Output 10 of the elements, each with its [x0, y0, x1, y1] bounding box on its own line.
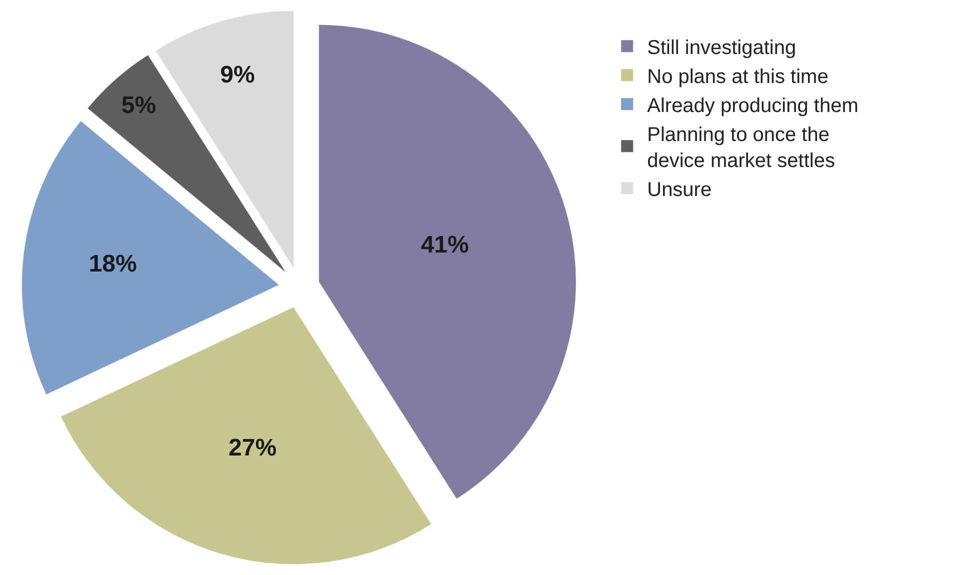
legend-label: No plans at this time [647, 66, 828, 88]
legend-label: Unsure [647, 178, 712, 201]
legend-label: Planning to once the device market settles [647, 124, 835, 172]
data-label: 5% [121, 92, 156, 119]
legend-label: Already producing them [647, 94, 858, 117]
data-label: 41% [420, 232, 469, 259]
legend-label: Still investigating [647, 36, 796, 59]
data-label: 9% [220, 61, 255, 88]
data-label: 18% [88, 250, 137, 278]
data-label: 27% [228, 434, 277, 462]
